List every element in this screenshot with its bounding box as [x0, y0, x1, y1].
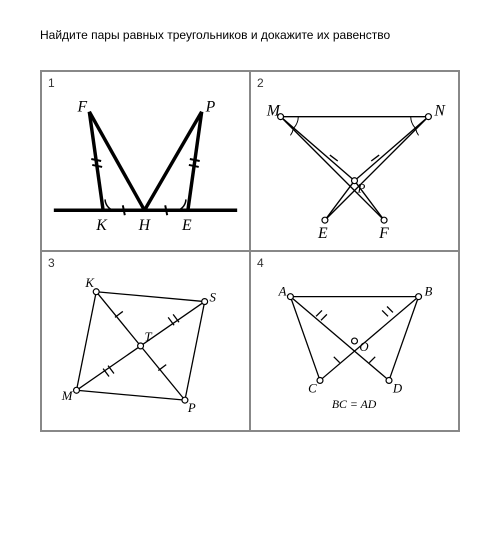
cell-4-number: 4: [257, 256, 264, 270]
label-K3: K: [84, 276, 95, 290]
label-F2: F: [378, 225, 389, 242]
label-C: C: [308, 381, 317, 395]
label-O: O: [359, 340, 368, 354]
label-E2: E: [317, 225, 328, 242]
label-S: S: [210, 291, 217, 305]
label-N: N: [433, 103, 446, 120]
label-P3: P: [187, 401, 196, 415]
cell-2: 2: [250, 71, 459, 251]
cell-2-number: 2: [257, 76, 264, 90]
label-D: D: [392, 381, 403, 395]
label-B: B: [424, 285, 432, 299]
page-title: Найдите пары равных треугольников и дока…: [40, 28, 460, 42]
label-T: T: [145, 330, 153, 344]
label-E: E: [181, 217, 192, 234]
figure-4: A B O C D BC = AD: [251, 252, 458, 430]
note-bc-ad: BC = AD: [332, 397, 377, 411]
label-A: A: [278, 285, 287, 299]
label-M3: M: [61, 389, 74, 403]
figure-1: F P K H E: [42, 72, 249, 250]
label-M: M: [266, 103, 281, 120]
label-H: H: [138, 217, 152, 234]
problem-grid: 1: [40, 70, 460, 432]
label-P2: P: [356, 182, 365, 196]
label-K: K: [95, 217, 108, 234]
cell-1: 1: [41, 71, 250, 251]
cell-4: 4: [250, 251, 459, 431]
label-P: P: [205, 99, 216, 116]
cell-1-number: 1: [48, 76, 55, 90]
label-F: F: [76, 99, 87, 116]
cell-3-number: 3: [48, 256, 55, 270]
cell-3: 3: [41, 251, 250, 431]
figure-2: M N P E F: [251, 72, 458, 250]
figure-3: K S T M P: [42, 252, 249, 430]
